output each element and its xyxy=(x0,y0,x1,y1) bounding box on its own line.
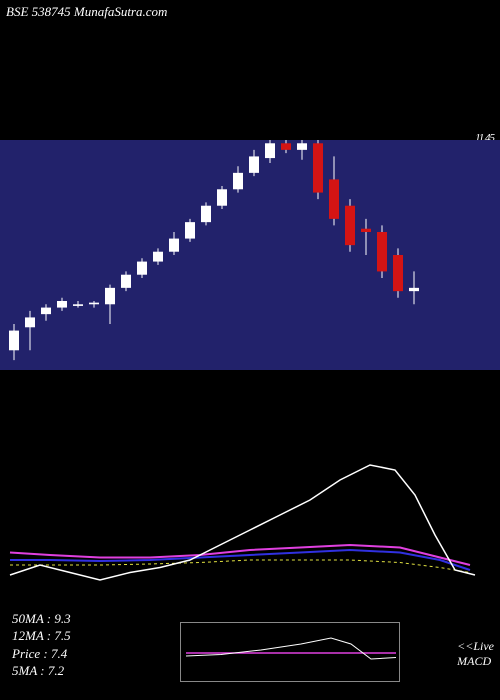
live-macd-line2: MACD xyxy=(457,654,494,670)
ticker-label: BSE 538745 MunafaSutra.com xyxy=(6,4,167,19)
live-macd-label: <<Live MACD xyxy=(457,639,494,670)
stats-block: 50MA : 9.3 12MA : 7.5 Price : 7.4 5MA : … xyxy=(12,610,71,680)
macd-inset-panel xyxy=(180,622,400,682)
candlestick-panel xyxy=(0,140,500,370)
ma12-label: 12MA : 7.5 xyxy=(12,627,71,645)
macd-chart xyxy=(0,430,500,630)
live-macd-line1: <<Live xyxy=(457,639,494,655)
ma5-label: 5MA : 7.2 xyxy=(12,662,71,680)
price-label: Price : 7.4 xyxy=(12,645,71,663)
macd-panel xyxy=(0,430,500,630)
ma50-label: 50MA : 9.3 xyxy=(12,610,71,628)
macd-inset-chart xyxy=(181,623,401,683)
candlestick-chart xyxy=(0,140,500,370)
chart-header: BSE 538745 MunafaSutra.com xyxy=(6,4,167,20)
